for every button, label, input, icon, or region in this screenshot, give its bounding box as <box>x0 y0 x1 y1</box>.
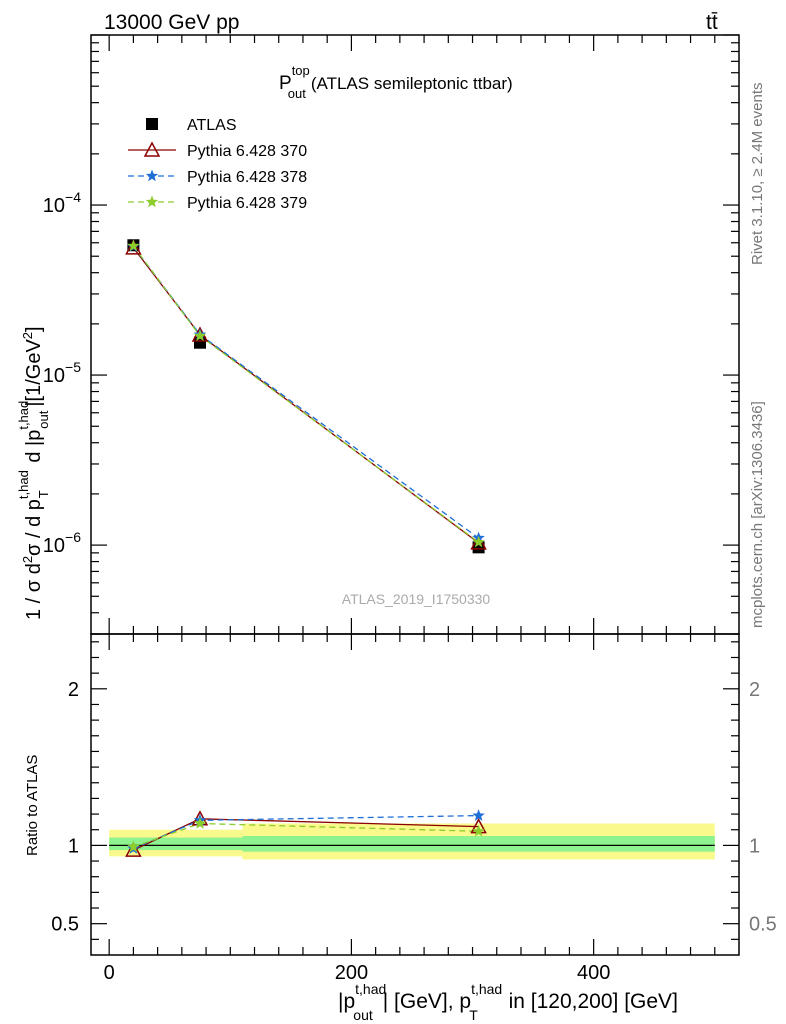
main-data-point <box>472 541 485 554</box>
title-sup: top <box>292 63 310 78</box>
ratio-data-point <box>472 809 485 821</box>
ratio-ytick-label: 2 <box>68 679 79 701</box>
rivet-label: Rivet 3.1.10, ≥ 2.4M events <box>749 83 766 266</box>
x-tick-label: 0 <box>104 962 115 984</box>
main-data-point <box>125 239 142 255</box>
ratio-frame <box>90 633 740 956</box>
x-tick-label: 400 <box>577 962 610 984</box>
x-axis-label: |pt,had out| [GeV], pt,had T in [120,200] … <box>338 981 678 1023</box>
ratio-data-point <box>193 817 207 829</box>
main-series-line <box>132 247 479 544</box>
legend-label: Pythia 6.428 378 <box>187 169 307 186</box>
x-tick-label: 200 <box>335 962 368 984</box>
legend: ATLAS Pythia 6.428 370 Pythia 6.428 378 Pyt… <box>128 117 307 212</box>
ratio-data-point <box>472 824 485 837</box>
main-data-point <box>127 239 140 252</box>
main-series <box>125 239 487 554</box>
title-main: P <box>279 73 292 94</box>
ratio-panel <box>90 633 740 956</box>
main-data-point <box>472 535 485 548</box>
ratio-bands <box>109 823 715 860</box>
legend-label: Pythia 6.428 370 <box>187 143 307 160</box>
main-ytick-label: 10−4 <box>43 189 81 217</box>
legend-marker <box>145 169 159 182</box>
legend-label: ATLAS <box>187 117 237 134</box>
ratio-data-point <box>127 840 140 853</box>
main-data-point <box>193 329 207 342</box>
mcplots-label: mcplots.cern.ch [arXiv:1306.3436] <box>749 401 766 628</box>
ratio-ytick-label-right: 1 <box>749 835 760 857</box>
ratio-ytick-label: 1 <box>68 835 79 857</box>
main-ylabel: 1 / σ d2σ / d pt,had T d |pt,had out|[1/Ge… <box>16 326 51 620</box>
watermark: ATLAS_2019_I1750330 <box>342 591 491 607</box>
legend-marker <box>146 118 158 130</box>
ratio-ytick-label: 0.5 <box>51 914 79 936</box>
legend-marker <box>143 141 161 157</box>
main-ytick-label: 10−5 <box>43 359 81 387</box>
ratio-ticks: 0.5 0.5 1 1 2 2 0 200 400 <box>51 634 777 984</box>
title-sub: out <box>288 86 306 101</box>
header-left: 13000 GeV pp <box>104 11 239 34</box>
main-series-line <box>132 245 479 543</box>
ratio-band-inner <box>242 835 715 852</box>
legend-label: Pythia 6.428 379 <box>187 195 307 212</box>
ratio-ylabel: Ratio to ATLAS <box>24 755 41 856</box>
main-series-line <box>132 246 479 539</box>
legend-marker <box>145 195 159 208</box>
title-rest: (ATLAS semileptonic ttbar) <box>311 74 513 93</box>
ratio-series <box>125 809 487 857</box>
plot-title: Ptop out (ATLAS semileptonic ttbar) <box>279 63 513 101</box>
main-ticks: 10−4 10−5 10−6 <box>43 34 739 635</box>
ratio-data-point <box>125 841 142 857</box>
ratio-ytick-label-right: 0.5 <box>749 914 777 936</box>
header-right: tt̄ <box>706 11 718 34</box>
ratio-ytick-label-right: 2 <box>749 679 760 701</box>
main-ytick-label: 10−6 <box>43 529 81 557</box>
ratio-band-inner <box>109 837 243 851</box>
